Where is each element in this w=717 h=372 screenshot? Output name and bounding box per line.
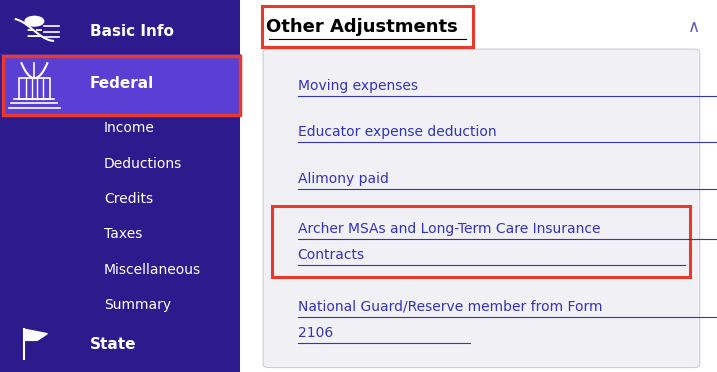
Text: Other Adjustments: Other Adjustments <box>266 18 458 36</box>
Text: Federal: Federal <box>90 76 154 91</box>
Text: National Guard/Reserve member from Form: National Guard/Reserve member from Form <box>298 300 602 314</box>
FancyBboxPatch shape <box>272 206 690 277</box>
Text: Income: Income <box>104 121 155 135</box>
Text: ∧: ∧ <box>688 18 700 36</box>
Text: ☲: ☲ <box>26 22 43 41</box>
Polygon shape <box>24 329 47 340</box>
Text: State: State <box>90 337 136 352</box>
Text: Deductions: Deductions <box>104 157 182 171</box>
Text: Credits: Credits <box>104 192 153 206</box>
Text: Miscellaneous: Miscellaneous <box>104 263 201 277</box>
Text: Taxes: Taxes <box>104 227 143 241</box>
Text: Moving expenses: Moving expenses <box>298 78 417 93</box>
FancyBboxPatch shape <box>263 49 700 368</box>
Text: Summary: Summary <box>104 298 171 312</box>
FancyBboxPatch shape <box>262 6 473 46</box>
Text: Alimony paid: Alimony paid <box>298 171 389 186</box>
Text: Educator expense deduction: Educator expense deduction <box>298 125 496 139</box>
FancyBboxPatch shape <box>0 0 240 372</box>
Text: 2106: 2106 <box>298 326 333 340</box>
FancyBboxPatch shape <box>3 56 240 115</box>
Text: Archer MSAs and Long-Term Care Insurance: Archer MSAs and Long-Term Care Insurance <box>298 222 600 236</box>
FancyBboxPatch shape <box>240 0 717 372</box>
Circle shape <box>25 16 44 26</box>
Text: Basic Info: Basic Info <box>90 24 174 39</box>
Text: Contracts: Contracts <box>298 248 365 262</box>
